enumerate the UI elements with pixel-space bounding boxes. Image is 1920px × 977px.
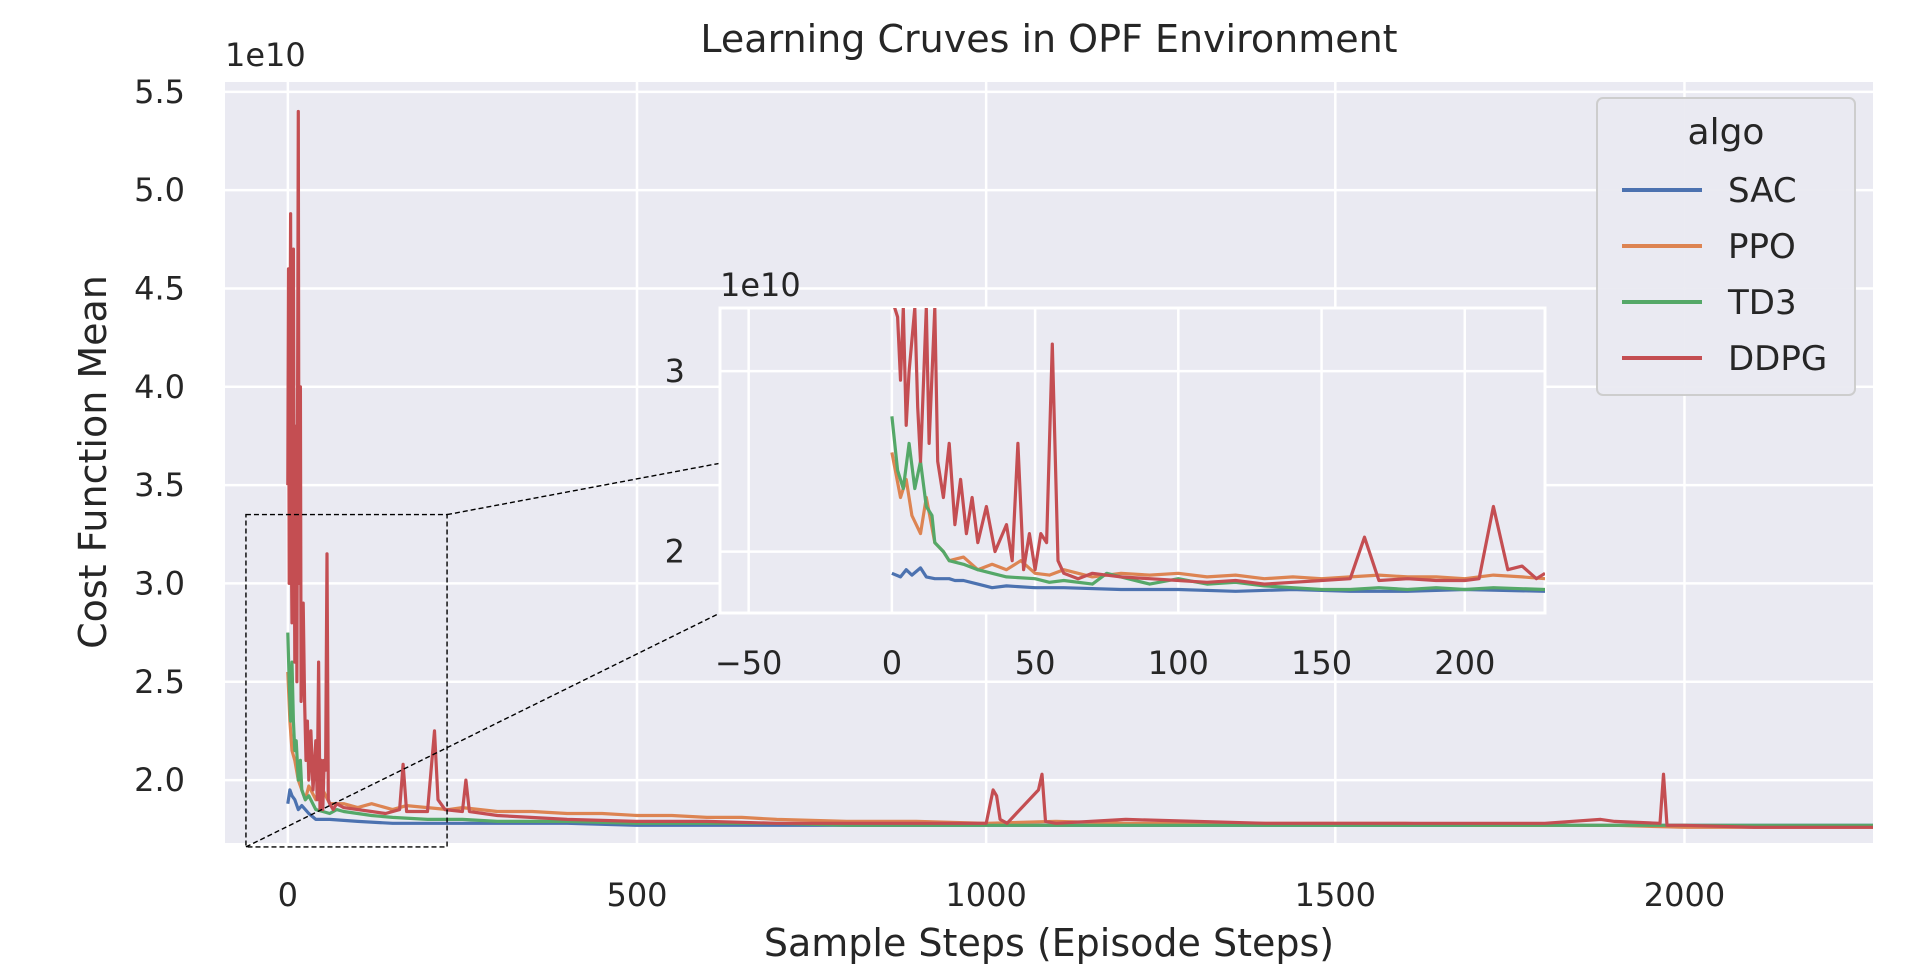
inset-x-tick-label: 0 <box>882 644 902 682</box>
legend-label: PPO <box>1728 227 1796 267</box>
x-tick-label: 500 <box>606 876 667 914</box>
x-tick-label: 1500 <box>1295 876 1376 914</box>
inset-series <box>890 308 1545 593</box>
legend-item-sac: SAC <box>1622 171 1797 211</box>
x-tick-label: 1000 <box>945 876 1026 914</box>
legend-item-ddpg: DDPG <box>1622 339 1827 379</box>
x-tick-label: 0 <box>278 876 298 914</box>
inset-offset-label: 1e10 <box>720 266 801 304</box>
inset-grid <box>718 306 1547 615</box>
legend-box <box>1596 97 1856 396</box>
legend-item-ppo: PPO <box>1622 227 1796 267</box>
y-tick-label: 3.5 <box>134 466 185 504</box>
y-tick-label: 5.0 <box>134 171 185 209</box>
y-offset-label: 1e10 <box>225 36 306 74</box>
legend-label: TD3 <box>1727 283 1797 323</box>
zoom-connector-bottom <box>245 612 721 848</box>
y-axis-label: Cost Function Mean <box>71 275 115 649</box>
y-tick-label: 3.0 <box>134 564 185 602</box>
legend-item-td3: TD3 <box>1622 283 1797 323</box>
inset-plot-area <box>720 308 1545 613</box>
inset-frame <box>718 306 1547 615</box>
zoom-box <box>245 513 448 848</box>
inset-series-line-td3 <box>890 416 1545 592</box>
y-tick-label: 5.5 <box>134 73 185 111</box>
x-axis-label: Sample Steps (Episode Steps) <box>764 921 1334 965</box>
main-series <box>286 109 1873 829</box>
inset-series-line-ddpg <box>893 308 1545 586</box>
inset-tick-labels: −50 0 50 100 150 200 2 3 <box>665 352 1496 682</box>
inset-x-tick-label: 100 <box>1148 644 1209 682</box>
y-tick-label: 2.5 <box>134 663 185 701</box>
legend: algo SAC PPO TD3 DDPG <box>1596 97 1856 396</box>
series-line-td3 <box>286 632 1873 827</box>
legend-label: SAC <box>1728 171 1797 211</box>
chart-title: Learning Cruves in OPF Environment <box>700 17 1397 61</box>
legend-items: SAC PPO TD3 DDPG <box>1622 171 1827 379</box>
x-tick-label: 2000 <box>1644 876 1725 914</box>
y-tick-label: 4.0 <box>134 368 185 406</box>
series-line-ddpg <box>286 109 1873 829</box>
inset-x-tick-label: 150 <box>1291 644 1352 682</box>
inset-series-line-ppo <box>890 452 1545 581</box>
y-tick-label: 4.5 <box>134 269 185 307</box>
y-tick-label: 2.0 <box>134 761 185 799</box>
inset-x-tick-label: −50 <box>715 644 783 682</box>
inset-y-tick-label: 2 <box>665 533 685 571</box>
inset-y-tick-label: 3 <box>665 352 685 390</box>
inset-x-tick-label: 50 <box>1015 644 1056 682</box>
legend-title: algo <box>1688 112 1765 153</box>
inset-x-tick-label: 200 <box>1434 644 1495 682</box>
legend-label: DDPG <box>1728 339 1827 379</box>
